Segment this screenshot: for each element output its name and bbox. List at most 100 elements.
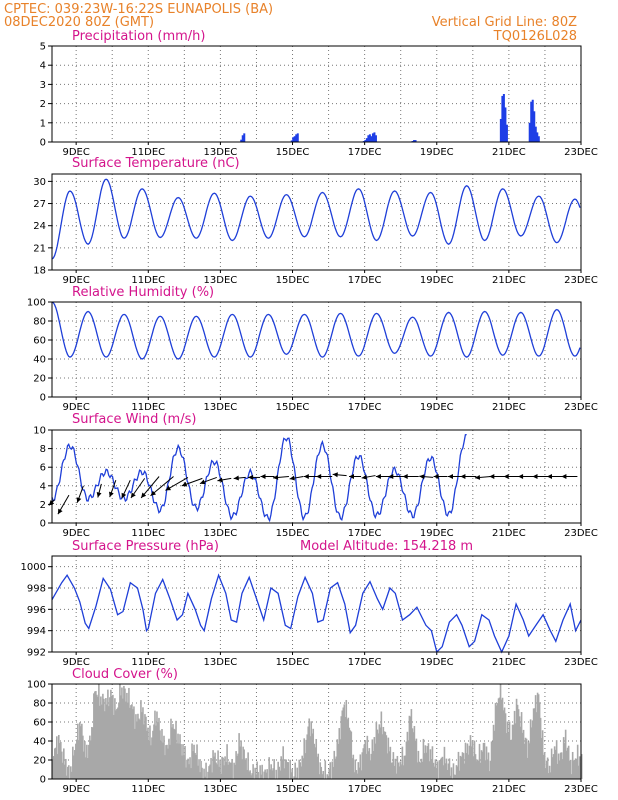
cloud-bar [523,743,526,779]
y-tick-label: 1 [40,118,46,129]
temperature-line [51,178,581,260]
x-tick-label: 11DEC [131,657,165,668]
cloud-bar [570,774,573,779]
cloud-bar [199,772,201,779]
precip-bar [499,118,502,142]
cloud-bar [58,734,60,779]
cloud-bar [554,749,557,779]
x-tick-label: 13DEC [204,657,238,668]
cloud-bar [160,741,162,779]
precip-bar [371,133,374,142]
cloud-bar [228,761,230,779]
cloud-bar [427,743,430,779]
cloud-bar [62,762,64,779]
cloud-bar [102,693,104,779]
cloud-bar [549,772,552,779]
cloud-bar [92,727,94,779]
cloud-bar [340,716,343,779]
y-tick-label: 24 [33,221,46,232]
cloud-bar [130,705,132,779]
cloud-bar [527,741,530,779]
cloud-bar [489,760,492,779]
wind-arrow-head [332,472,338,478]
precip-bar [295,134,298,142]
precip-bar [293,136,296,142]
cloud-bar [422,738,425,779]
cloud-bar [372,750,375,779]
cloud-bar [133,706,135,779]
cloud-bar [413,725,416,779]
precip-bar [365,138,368,142]
x-tick-label: 19DEC [420,402,454,413]
cloud-bar [115,710,117,779]
cloud-bar [431,746,434,779]
cloud-bar [177,733,179,779]
precip-bar [367,135,370,142]
cloud-bar [500,699,503,779]
y-tick-label: 0 [40,775,46,786]
cloud-bar [136,721,138,779]
cloud-bar [450,767,453,779]
cloud-bar [336,739,339,779]
y-tick-label: 21 [33,243,46,254]
y-tick-label: 8 [40,444,46,455]
cloud-bar [119,684,121,779]
cloud-bar [409,716,412,779]
cloud-bar [502,710,505,779]
cloud-bar [399,761,402,779]
cloud-bar [322,771,325,779]
cloud-bar [449,775,452,779]
cloud-bar [222,757,224,779]
cloud-bar [313,743,316,779]
cloud-bar [314,747,317,779]
cloud-bar [142,707,144,779]
cloud-bar [230,762,232,779]
cloud-bar [174,729,176,779]
cloud-bar [499,684,502,779]
cloud-bar [374,743,377,779]
cloud-bar [512,724,515,779]
cloud-bar [365,753,368,779]
precip-bar [530,101,533,142]
cloud-bar [178,743,180,779]
wind-arrow-head [433,474,439,479]
cloud-bar [424,745,427,779]
cloud-bar [243,749,245,779]
cloud-bar [402,765,405,779]
cloud-bar [357,762,360,779]
cloud-bar [547,773,550,779]
cloud-bar [212,750,214,779]
cloud-bar [391,762,394,779]
cloud-bar [318,774,321,779]
x-tick-label: 15DEC [276,147,310,158]
cloud-bar [434,759,437,779]
cloud-bar [530,727,533,779]
cloud-bar [290,772,292,779]
cloud-bar [81,723,83,779]
cloud-bar [324,760,327,779]
header-station: CPTEC: 039:23W-16:22S EUNAPOLIS (BA) [4,2,273,17]
cloud-bar [525,738,528,779]
cloud-bar [260,774,262,779]
x-tick-label: 17DEC [348,657,382,668]
x-tick-label: 9DEC [62,657,89,668]
cloud-bar [571,751,574,779]
cloud-bar [241,759,243,779]
cloud-bar [201,767,203,779]
cloud-bar [403,755,406,779]
panel-4: 0 2 4 6 8 10 9DEC 11DEC 13DEC 15DEC 17DEC 19DEC 21DE… [33,426,598,540]
cloud-bar [148,740,150,779]
cloud-bar [242,746,244,779]
cloud-bar [464,742,467,779]
cloud-bar [389,746,392,779]
cloud-bar [511,724,514,779]
cloud-bar [91,727,93,779]
cloud-bar [564,729,567,779]
cloud-bar [165,745,167,779]
cloud-bar [231,758,233,779]
cloud-bar [163,735,165,779]
cloud-bar [537,694,540,779]
y-tick-label: 10 [33,426,46,437]
cloud-bar [369,760,372,779]
